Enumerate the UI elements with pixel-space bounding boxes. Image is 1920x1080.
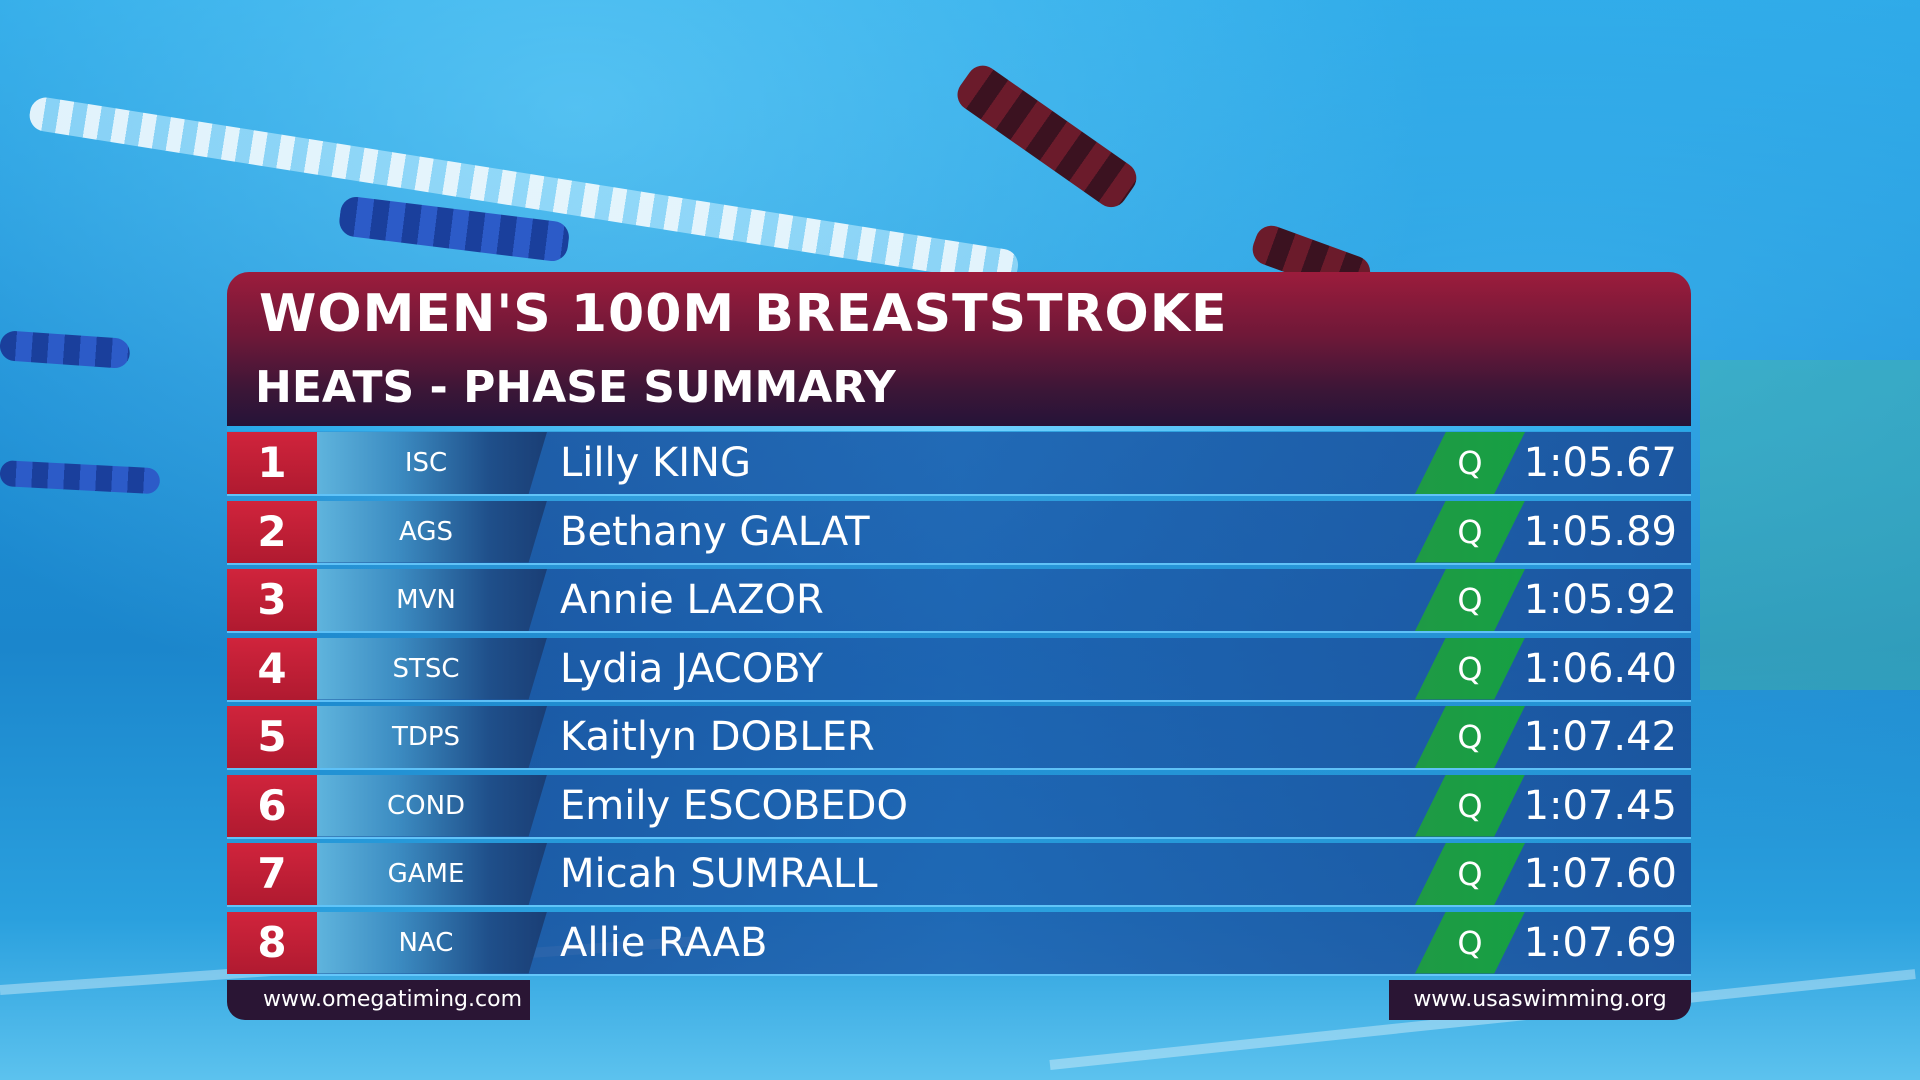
omega-timing-url: www.omegatiming.com (227, 980, 530, 1020)
event-title: WOMEN'S 100M BREASTSTROKE (259, 284, 1228, 344)
result-time: 1:05.67 (1523, 440, 1677, 486)
club-cell: ISC (317, 432, 547, 494)
rank-cell: 4 (227, 637, 317, 700)
result-row: 3 MVN Annie LAZOR Q 1:05.92 (227, 569, 1691, 631)
results-board: WOMEN'S 100M BREASTSTROKE HEATS - PHASE … (227, 272, 1691, 1022)
header-divider (227, 426, 1691, 431)
club-cell: NAC (317, 911, 547, 974)
qualifier-badge: Q (1415, 774, 1525, 837)
pool-wall (1700, 360, 1920, 690)
qualifier-badge: Q (1415, 911, 1525, 974)
club-cell: TDPS (317, 706, 547, 768)
rank-cell: 1 (227, 432, 317, 494)
rank-cell: 3 (227, 569, 317, 631)
rank-cell: 8 (227, 911, 317, 974)
qualifier-badge: Q (1415, 706, 1525, 768)
result-row: 7 GAME Micah SUMRALL Q 1:07.60 (227, 843, 1691, 905)
club-cell: COND (317, 774, 547, 837)
rank-cell: 5 (227, 706, 317, 768)
result-time: 1:07.42 (1523, 714, 1677, 760)
result-time: 1:07.60 (1523, 851, 1677, 897)
board-header: WOMEN'S 100M BREASTSTROKE HEATS - PHASE … (227, 272, 1691, 430)
result-time: 1:05.89 (1523, 508, 1677, 555)
qualifier-badge: Q (1415, 569, 1525, 631)
rank-cell: 7 (227, 843, 317, 905)
swimmer-name: Allie RAAB (560, 919, 768, 966)
swimmer-name: Bethany GALAT (560, 508, 870, 555)
rank-cell: 2 (227, 500, 317, 563)
qualifier-badge: Q (1415, 500, 1525, 563)
result-row: 2 AGS Bethany GALAT Q 1:05.89 (227, 500, 1691, 563)
lane-rope-float (951, 59, 1143, 214)
result-row: 4 STSC Lydia JACOBY Q 1:06.40 (227, 637, 1691, 700)
result-row: 6 COND Emily ESCOBEDO Q 1:07.45 (227, 774, 1691, 837)
qualifier-badge: Q (1415, 637, 1525, 700)
club-cell: STSC (317, 637, 547, 700)
lane-rope (0, 330, 131, 370)
results-list: 1 ISC Lilly KING Q 1:05.67 2 AGS Bethany… (227, 432, 1691, 980)
swimmer-name: Micah SUMRALL (560, 851, 878, 897)
club-cell: MVN (317, 569, 547, 631)
result-time: 1:06.40 (1523, 645, 1677, 692)
qualifier-badge: Q (1415, 432, 1525, 494)
qualifier-badge: Q (1415, 843, 1525, 905)
swimmer-name: Annie LAZOR (560, 577, 824, 623)
swimmer-name: Lilly KING (560, 440, 751, 486)
club-cell: GAME (317, 843, 547, 905)
result-time: 1:07.69 (1523, 919, 1677, 966)
result-time: 1:07.45 (1523, 782, 1677, 829)
result-row: 1 ISC Lilly KING Q 1:05.67 (227, 432, 1691, 494)
result-time: 1:05.92 (1523, 577, 1677, 623)
swimmer-name: Kaitlyn DOBLER (560, 714, 875, 760)
result-row: 5 TDPS Kaitlyn DOBLER Q 1:07.42 (227, 706, 1691, 768)
lane-rope (0, 460, 161, 495)
result-row: 8 NAC Allie RAAB Q 1:07.69 (227, 911, 1691, 974)
swimmer-name: Lydia JACOBY (560, 645, 823, 692)
event-subtitle: HEATS - PHASE SUMMARY (255, 362, 896, 413)
rank-cell: 6 (227, 774, 317, 837)
usa-swimming-url: www.usaswimming.org (1389, 980, 1691, 1020)
club-cell: AGS (317, 500, 547, 563)
swimmer-name: Emily ESCOBEDO (560, 782, 908, 829)
